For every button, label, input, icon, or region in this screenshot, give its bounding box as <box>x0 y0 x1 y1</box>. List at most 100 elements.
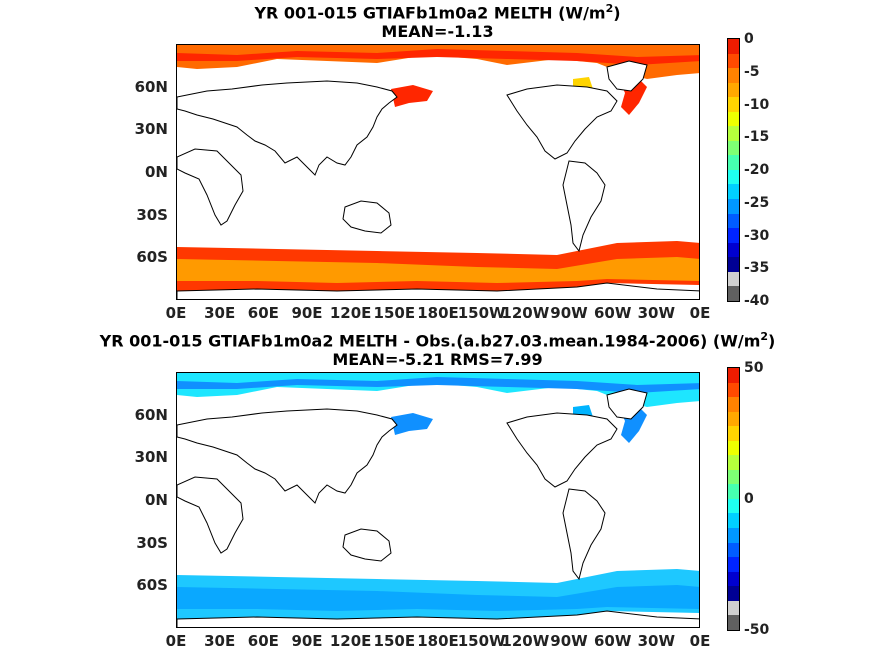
colorbar-segment <box>728 257 739 272</box>
coastline-antarctica <box>177 610 699 627</box>
coastline-south-america <box>562 160 606 253</box>
lon-tick-label: 0E <box>689 304 711 322</box>
colorbar-segment <box>728 426 739 441</box>
colorbar-tick-label: -15 <box>744 129 770 146</box>
lat-tick-label: 30N <box>134 120 168 139</box>
lon-tick-label: 30E <box>204 304 236 322</box>
lon-tick-label: 120W <box>501 304 550 322</box>
colorbar-tick-label: 0 <box>744 491 754 507</box>
colorbar-segment <box>728 397 739 412</box>
lon-tick-label: 30W <box>637 632 676 650</box>
colorbar-segment <box>728 411 739 427</box>
colorbar-segment <box>728 513 739 529</box>
lon-tick-label: 150W <box>457 632 506 650</box>
colorbar-segment <box>728 271 739 287</box>
south-melt-inner <box>177 257 699 283</box>
south-melt-inner <box>177 585 699 611</box>
lat-tick-label: 60S <box>136 248 168 267</box>
lon-tick-label: 0E <box>165 632 187 650</box>
lon-tick-label: 150E <box>373 304 416 322</box>
panel2-lon-axis: 0E 30E 60E 90E 120E 150E 180E 150W 120W 90W 60W 30W… <box>150 632 750 652</box>
colorbar-tick-label: -50 <box>744 622 770 638</box>
panel1-map <box>176 44 700 300</box>
north-melt-edge <box>177 49 699 65</box>
colorbar-segment <box>728 469 739 485</box>
lon-tick-label: 120E <box>329 632 372 650</box>
map-svg <box>177 373 699 627</box>
colorbar-segment <box>728 455 739 470</box>
colorbar-segment <box>728 571 739 587</box>
colorbar-segment <box>728 53 739 69</box>
coastline-australia <box>342 528 392 562</box>
lat-tick-label: 0N <box>145 163 168 181</box>
lon-tick-label: 30W <box>637 304 676 322</box>
colorbar-segment <box>728 39 739 54</box>
lat-tick-label: 30S <box>136 533 168 552</box>
colorbar-segment <box>728 199 739 214</box>
colorbar-segment <box>728 615 739 630</box>
colorbar-tick-label: -30 <box>744 227 770 244</box>
colorbar-segment <box>728 82 739 98</box>
colorbar-segment <box>728 368 739 383</box>
lon-tick-label: 120E <box>329 304 372 322</box>
colorbar-segment <box>728 126 739 141</box>
okhotsk-melt-field <box>391 85 433 107</box>
colorbar-segment <box>728 68 739 83</box>
lon-tick-label: 60E <box>247 632 279 650</box>
coastline-antarctica <box>177 282 699 299</box>
coastline-north-america <box>506 412 618 488</box>
colorbar-segment <box>728 557 739 572</box>
colorbar-tick-label: -20 <box>744 162 770 178</box>
lon-tick-label: 150E <box>373 632 416 650</box>
colorbar-tick-label: -5 <box>744 63 760 80</box>
colorbar-tick-label: 50 <box>744 360 764 376</box>
lat-tick-label: 60S <box>136 576 168 595</box>
panel1-colorbar <box>727 38 740 302</box>
lon-tick-label: 90W <box>550 304 588 322</box>
colorbar-segment <box>728 242 739 258</box>
coastline-africa <box>177 148 244 226</box>
lon-tick-label: 180E <box>417 632 459 650</box>
coastline-south-america <box>562 488 606 581</box>
lon-tick-label: 150W <box>457 304 506 322</box>
colorbar-tick-label: -25 <box>744 194 770 211</box>
colorbar-segment <box>728 286 739 301</box>
colorbar-tick-label: 0 <box>744 31 754 47</box>
colorbar-segment <box>728 228 739 243</box>
lon-tick-label: 120W <box>501 632 550 650</box>
colorbar-segment <box>728 111 739 127</box>
lat-tick-label: 60N <box>134 77 168 96</box>
colorbar-segment <box>728 440 739 456</box>
lon-tick-label: 60W <box>593 632 632 650</box>
north-melt-edge <box>177 377 699 393</box>
panel2-colorbar <box>727 367 740 631</box>
colorbar-tick-label: -40 <box>744 293 770 309</box>
colorbar-segment <box>728 600 739 616</box>
coastline-eurasia <box>177 408 398 504</box>
coastline-greenland <box>606 60 648 92</box>
lon-tick-label: 180E <box>417 304 459 322</box>
okhotsk-melt-field <box>391 413 433 435</box>
colorbar-segment <box>728 97 739 112</box>
panel2-map <box>176 372 700 628</box>
colorbar-tick-label: -35 <box>744 260 770 277</box>
colorbar-segment <box>728 542 739 558</box>
panel1-lon-axis: 0E 30E 60E 90E 120E 150E 180E 150W 120W 90W 60W 30W… <box>150 304 750 324</box>
colorbar-segment <box>728 484 739 499</box>
coastline-eurasia <box>177 80 398 176</box>
coastline-africa <box>177 476 244 554</box>
lon-tick-label: 90E <box>291 304 323 322</box>
colorbar-tick-label: -10 <box>744 96 770 113</box>
colorbar-segment <box>728 184 739 200</box>
colorbar-segment <box>728 140 739 156</box>
colorbar-segment <box>728 498 739 514</box>
coastline-north-america <box>506 84 618 160</box>
colorbar-segment <box>728 169 739 185</box>
lon-tick-label: 30E <box>204 632 236 650</box>
lon-tick-label: 90W <box>550 632 588 650</box>
coastline-australia <box>342 200 392 234</box>
lon-tick-label: 60E <box>247 304 279 322</box>
panel2-title-line2: MEAN=-5.21 RMS=7.99 <box>332 350 543 369</box>
panel2-title-line1: YR 001-015 GTIAFb1m0a2 MELTH - Obs.(a.b2… <box>99 330 776 351</box>
lon-tick-label: 60W <box>593 304 632 322</box>
